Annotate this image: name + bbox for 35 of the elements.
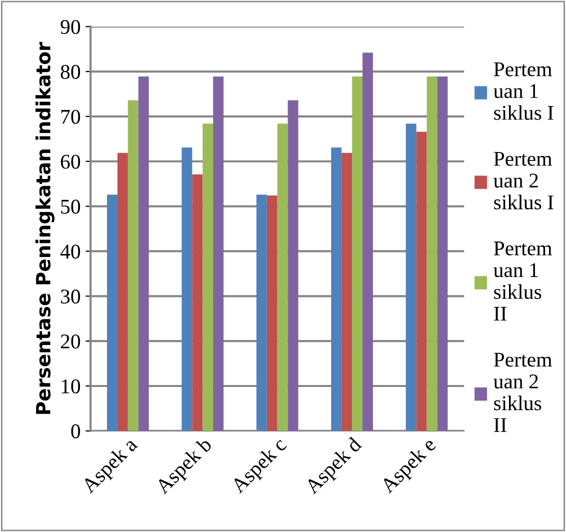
bar [342, 152, 352, 431]
legend-label: Pertem uan 2 siklus I [494, 152, 554, 210]
bar [213, 76, 224, 431]
y-axis-title: Persentase Peningkatan indikator [35, 42, 54, 414]
bar [331, 147, 342, 431]
y-tick-label: 10 [62, 379, 80, 394]
bar [362, 52, 373, 431]
y-tick-label: 70 [61, 110, 80, 124]
legend-label: Pertem uan 2 siklus II [494, 352, 552, 432]
y-tick-label: 90 [60, 20, 80, 34]
bar [266, 196, 278, 431]
bar [426, 76, 438, 431]
y-tick-label: 20 [60, 334, 80, 349]
bar [138, 76, 149, 431]
bar [192, 174, 203, 431]
bar [277, 124, 288, 431]
bar [437, 76, 448, 431]
bar [416, 132, 427, 431]
bar [128, 100, 138, 431]
bar [106, 194, 118, 431]
y-tick-label: 40 [60, 244, 80, 259]
bar [256, 194, 267, 431]
bar [406, 124, 416, 431]
bar [202, 124, 214, 431]
bar [182, 147, 192, 431]
bar [117, 152, 128, 431]
y-tick-label: 50 [61, 200, 80, 214]
bar [352, 76, 363, 431]
y-tick-label: 30 [61, 290, 80, 304]
legend-label: Pertem uan 1 siklus II [494, 242, 552, 321]
y-tick-label: 0 [71, 424, 80, 438]
y-tick-label: 80 [60, 64, 80, 79]
legend-label: Pertem uan 1 siklus I [494, 62, 554, 120]
bar [288, 100, 298, 431]
y-tick-label: 60 [60, 154, 80, 169]
